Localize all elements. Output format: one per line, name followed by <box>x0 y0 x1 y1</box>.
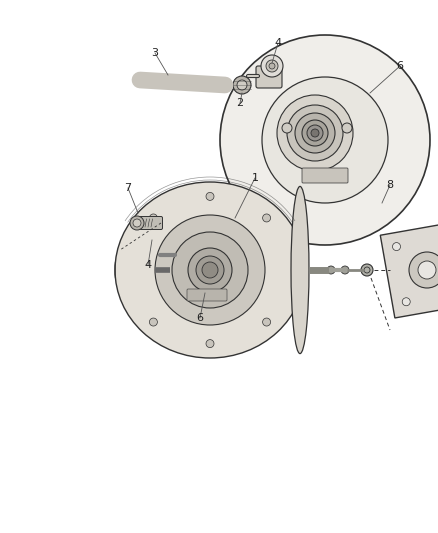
Circle shape <box>310 129 318 137</box>
Circle shape <box>281 123 291 133</box>
Circle shape <box>237 80 247 90</box>
Ellipse shape <box>136 74 144 86</box>
Circle shape <box>149 214 157 222</box>
Circle shape <box>155 215 265 325</box>
Circle shape <box>408 252 438 288</box>
Circle shape <box>205 340 213 348</box>
Circle shape <box>233 76 251 94</box>
Circle shape <box>187 248 231 292</box>
Circle shape <box>195 256 223 284</box>
Ellipse shape <box>290 187 308 353</box>
Circle shape <box>306 125 322 141</box>
Circle shape <box>417 261 435 279</box>
Text: 4: 4 <box>274 38 281 48</box>
Circle shape <box>261 55 283 77</box>
FancyBboxPatch shape <box>301 168 347 183</box>
Circle shape <box>133 219 141 227</box>
Circle shape <box>301 120 327 146</box>
Circle shape <box>130 216 144 230</box>
FancyBboxPatch shape <box>139 216 162 230</box>
Text: 6: 6 <box>396 61 403 71</box>
Polygon shape <box>379 222 438 318</box>
Circle shape <box>392 243 399 251</box>
Circle shape <box>201 262 218 278</box>
Text: 1: 1 <box>251 173 258 183</box>
Ellipse shape <box>115 182 304 358</box>
Circle shape <box>262 318 270 326</box>
Text: 7: 7 <box>124 183 131 193</box>
Polygon shape <box>139 74 225 91</box>
Circle shape <box>268 63 274 69</box>
Circle shape <box>340 266 348 274</box>
Circle shape <box>172 232 247 308</box>
Circle shape <box>205 192 213 200</box>
Circle shape <box>149 318 157 326</box>
Circle shape <box>262 214 270 222</box>
Circle shape <box>265 60 277 72</box>
Circle shape <box>286 105 342 161</box>
Circle shape <box>401 298 409 306</box>
Text: 2: 2 <box>236 98 243 108</box>
Circle shape <box>360 264 372 276</box>
Circle shape <box>341 123 351 133</box>
Text: 4: 4 <box>144 260 151 270</box>
Circle shape <box>326 266 334 274</box>
FancyBboxPatch shape <box>255 66 281 88</box>
Circle shape <box>276 95 352 171</box>
Circle shape <box>261 77 387 203</box>
FancyBboxPatch shape <box>187 289 226 301</box>
Ellipse shape <box>222 80 227 90</box>
Text: 8: 8 <box>385 180 392 190</box>
Circle shape <box>219 35 429 245</box>
Text: 6: 6 <box>196 313 203 323</box>
Circle shape <box>294 113 334 153</box>
Text: 3: 3 <box>151 48 158 58</box>
